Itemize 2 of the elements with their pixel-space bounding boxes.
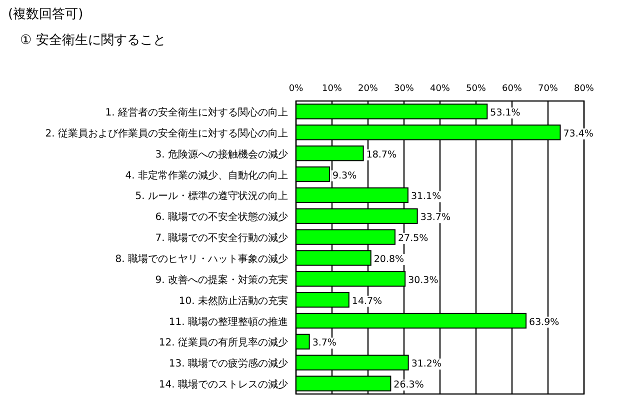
title: (複数回答可) bbox=[8, 7, 84, 22]
subtitle: ① 安全衛生に関すること bbox=[20, 33, 166, 48]
